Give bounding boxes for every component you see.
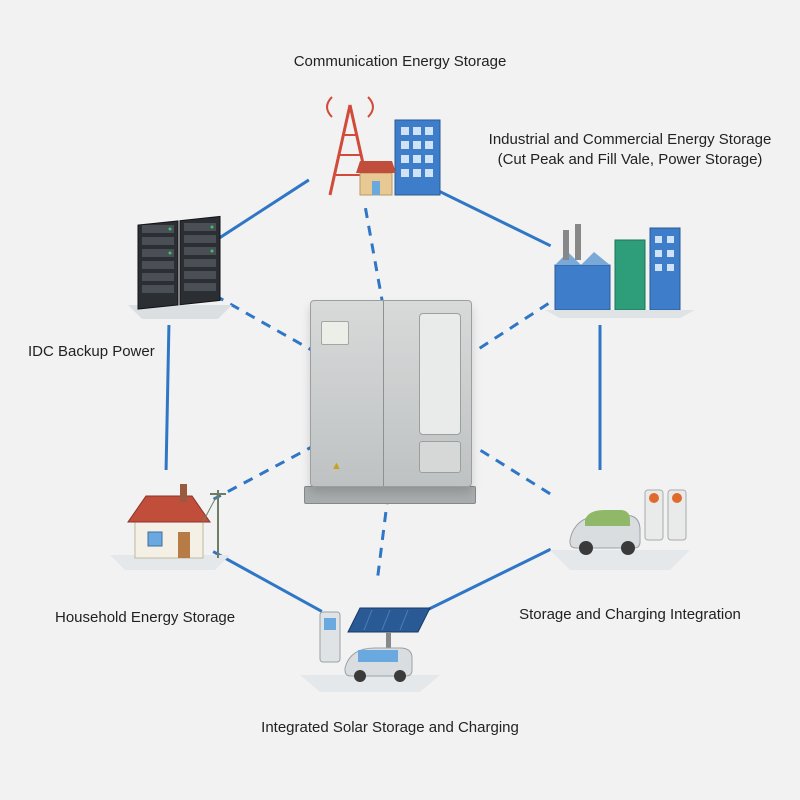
label-idc: IDC Backup Power bbox=[28, 342, 178, 362]
comm-tower-building-icon bbox=[300, 95, 450, 205]
label-solar: Integrated Solar Storage and Charging bbox=[230, 718, 550, 738]
label-charge: Storage and Charging Integration bbox=[490, 605, 770, 625]
diagram-canvas: ▲ bbox=[0, 0, 800, 800]
central-cabinet-icon: ▲ bbox=[310, 300, 490, 510]
label-indcom: Industrial and Commercial Energy Storage… bbox=[470, 130, 790, 171]
label-house: Household Energy Storage bbox=[55, 608, 285, 628]
factory-buildings-icon bbox=[545, 210, 695, 320]
server-rack-icon bbox=[120, 205, 240, 325]
solar-car-charger-icon bbox=[290, 590, 450, 700]
label-comm: Communication Energy Storage bbox=[250, 52, 550, 72]
ev-charging-station-icon bbox=[540, 470, 700, 580]
house-icon bbox=[100, 470, 240, 580]
